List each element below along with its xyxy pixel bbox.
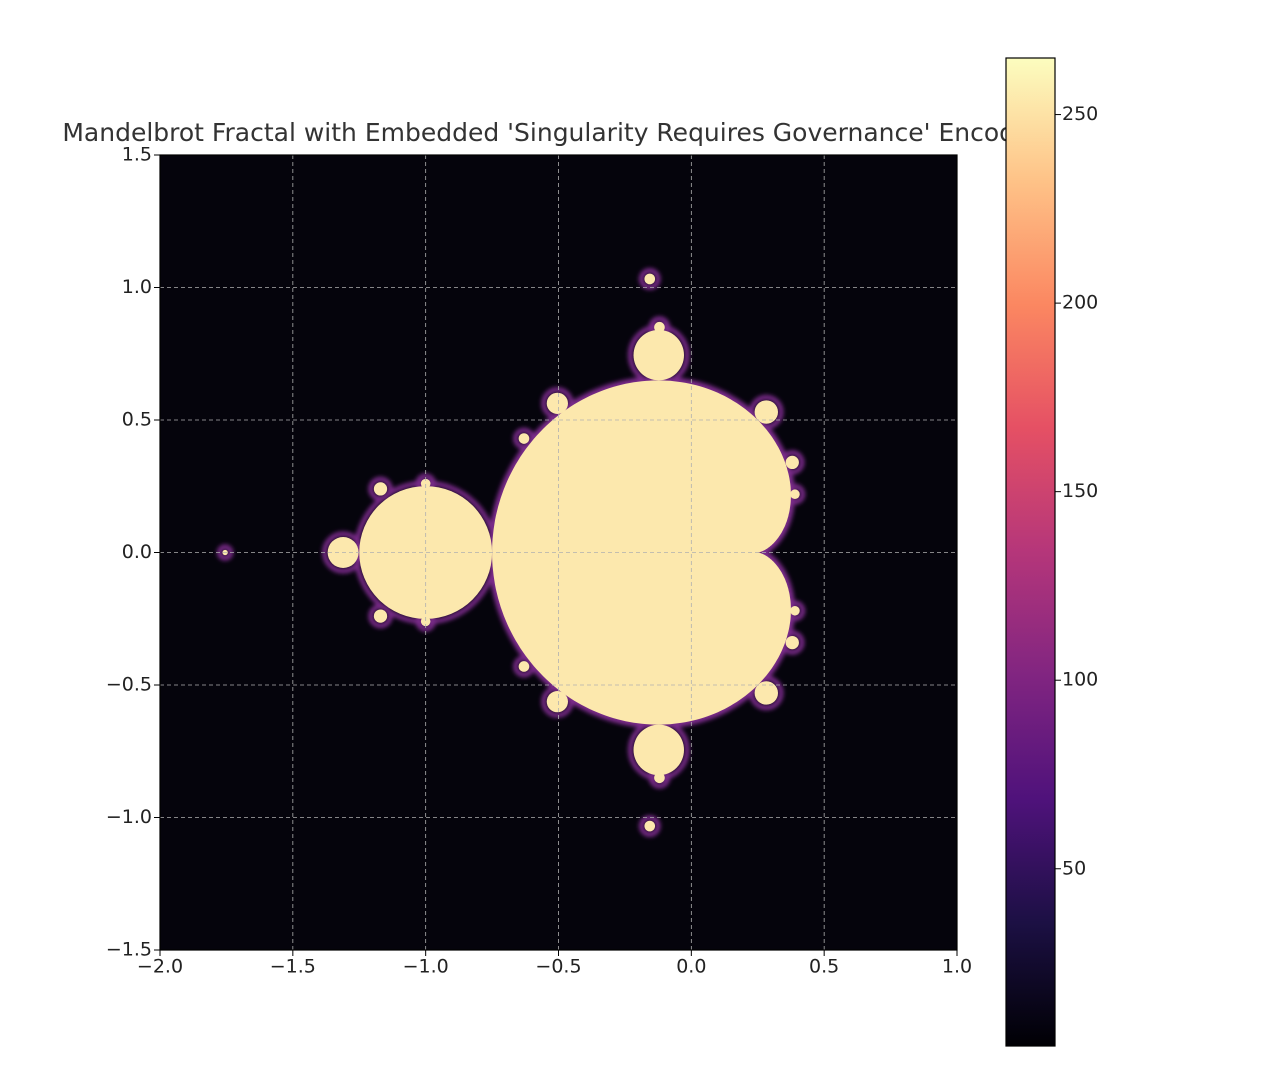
x-tick-label: −0.5 [535, 956, 581, 978]
chart-title: Mandelbrot Fractal with Embedded 'Singul… [62, 118, 1053, 147]
y-tick-label: 1.0 [122, 276, 152, 298]
bulb [654, 772, 665, 784]
bulb [420, 478, 431, 489]
bulb [785, 455, 799, 470]
bulb-edge [638, 268, 661, 290]
bulb [754, 400, 778, 424]
bulb [546, 392, 568, 414]
y-tick-label: 1.5 [122, 144, 152, 166]
bulb-edge [368, 476, 393, 502]
y-tick-label: −1.5 [106, 939, 152, 961]
bulb [373, 609, 388, 623]
bulb-edge [368, 603, 393, 629]
bulb [546, 691, 568, 713]
bulb [790, 489, 800, 499]
x-tick-label: 1.0 [942, 956, 972, 978]
cardioid [492, 380, 791, 725]
bulb-edge [513, 655, 535, 678]
bulb [420, 616, 431, 627]
colorbar-tick-label: 100 [1062, 669, 1098, 691]
y-tick-label: 0.5 [122, 409, 152, 431]
x-tick-label: −2.0 [137, 956, 183, 978]
y-tick-label: −0.5 [106, 674, 152, 696]
bulb [518, 433, 530, 444]
bulb-edge [749, 394, 784, 430]
y-tick-label: −1.0 [106, 806, 152, 828]
x-tick-label: 0.5 [809, 956, 839, 978]
bulb [644, 820, 656, 832]
axes-frame [159, 154, 958, 951]
bulb [754, 681, 778, 705]
bulb-edge [513, 427, 535, 450]
bulb-edge [638, 815, 661, 837]
x-tick-label: 0.0 [676, 956, 706, 978]
bulb [359, 486, 493, 619]
x-tick-label: −1.0 [403, 956, 449, 978]
bulb [518, 661, 530, 672]
colorbar-tick-label: 250 [1062, 103, 1098, 125]
bulb-edge [749, 675, 784, 711]
bulb [790, 606, 800, 616]
colorbar-tick-label: 150 [1062, 480, 1098, 502]
bulb [633, 329, 685, 381]
bulb [644, 273, 656, 285]
bulb [633, 724, 685, 776]
bulb [654, 321, 665, 333]
colorbar [1005, 57, 1056, 1047]
colorbar-tick-label: 50 [1062, 857, 1086, 879]
x-tick-label: −1.5 [270, 956, 316, 978]
plot-area [160, 155, 957, 950]
bulb [785, 635, 799, 650]
bulb [373, 482, 388, 496]
y-tick-label: 0.0 [122, 541, 152, 563]
colorbar-tick-label: 200 [1062, 292, 1098, 314]
